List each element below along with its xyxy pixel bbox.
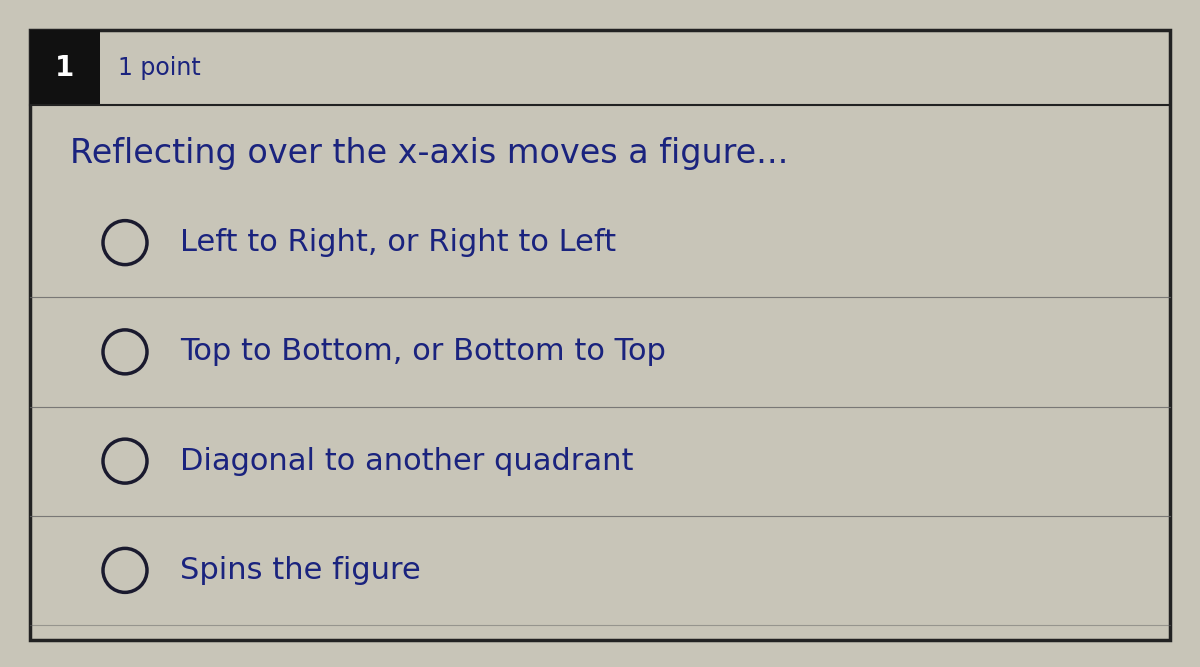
Text: 1: 1	[55, 53, 74, 81]
Text: Spins the figure: Spins the figure	[180, 556, 421, 585]
Text: Top to Bottom, or Bottom to Top: Top to Bottom, or Bottom to Top	[180, 338, 666, 366]
Text: 1 point: 1 point	[118, 55, 200, 79]
Text: Left to Right, or Right to Left: Left to Right, or Right to Left	[180, 228, 616, 257]
Text: Diagonal to another quadrant: Diagonal to another quadrant	[180, 447, 634, 476]
Bar	[30, 30, 100, 105]
Text: Reflecting over the x-axis moves a figure...: Reflecting over the x-axis moves a figur…	[70, 137, 788, 169]
